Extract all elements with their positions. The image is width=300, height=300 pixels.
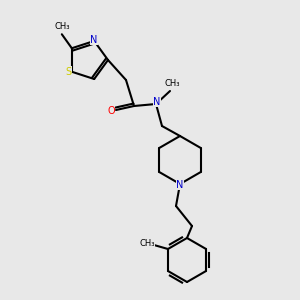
Text: CH₃: CH₃ xyxy=(139,239,155,248)
Text: O: O xyxy=(107,106,115,116)
Text: N: N xyxy=(91,35,98,45)
Text: N: N xyxy=(153,97,161,107)
Text: S: S xyxy=(66,67,72,77)
Text: CH₃: CH₃ xyxy=(54,22,70,31)
Text: N: N xyxy=(176,180,184,190)
Text: CH₃: CH₃ xyxy=(164,80,180,88)
